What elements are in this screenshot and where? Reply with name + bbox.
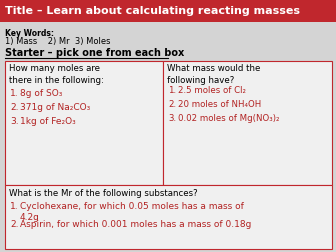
Text: 1) Mass    2) Mr  3) Moles: 1) Mass 2) Mr 3) Moles (5, 37, 111, 46)
Text: 3.: 3. (10, 117, 18, 126)
Text: 1kg of Fe₂O₃: 1kg of Fe₂O₃ (20, 117, 76, 126)
Text: What mass would the
following have?: What mass would the following have? (167, 64, 260, 85)
Text: 0.02 moles of Mg(NO₃)₂: 0.02 moles of Mg(NO₃)₂ (178, 114, 280, 123)
Text: How many moles are
there in the following:: How many moles are there in the followin… (9, 64, 104, 85)
Text: 2.5 moles of Cl₂: 2.5 moles of Cl₂ (178, 86, 246, 95)
Bar (163, 61, 332, 185)
Text: Title – Learn about calculating reacting masses: Title – Learn about calculating reacting… (5, 6, 300, 16)
Text: 371g of Na₂CO₃: 371g of Na₂CO₃ (20, 103, 90, 112)
Text: 2.: 2. (10, 220, 18, 229)
Text: 3.: 3. (168, 114, 176, 123)
Text: 8g of SO₃: 8g of SO₃ (20, 89, 62, 98)
Text: Cyclohexane, for which 0.05 moles has a mass of
4.2g: Cyclohexane, for which 0.05 moles has a … (20, 202, 244, 222)
Bar (5, 185, 332, 249)
Text: 20 moles of NH₄OH: 20 moles of NH₄OH (178, 100, 261, 109)
Text: Key Words:: Key Words: (5, 29, 54, 38)
Text: 1.: 1. (10, 89, 18, 98)
Text: What is the Mr of the following substances?: What is the Mr of the following substanc… (9, 189, 198, 198)
Bar (0, 0, 336, 22)
Text: Starter – pick one from each box: Starter – pick one from each box (5, 48, 184, 58)
Text: Aspirin, for which 0.001 moles has a mass of 0.18g: Aspirin, for which 0.001 moles has a mas… (20, 220, 251, 229)
Text: 1.: 1. (168, 86, 176, 95)
Text: 2.: 2. (168, 100, 176, 109)
Bar (5, 61, 163, 185)
Text: 2.: 2. (10, 103, 18, 112)
Text: 1.: 1. (10, 202, 18, 211)
